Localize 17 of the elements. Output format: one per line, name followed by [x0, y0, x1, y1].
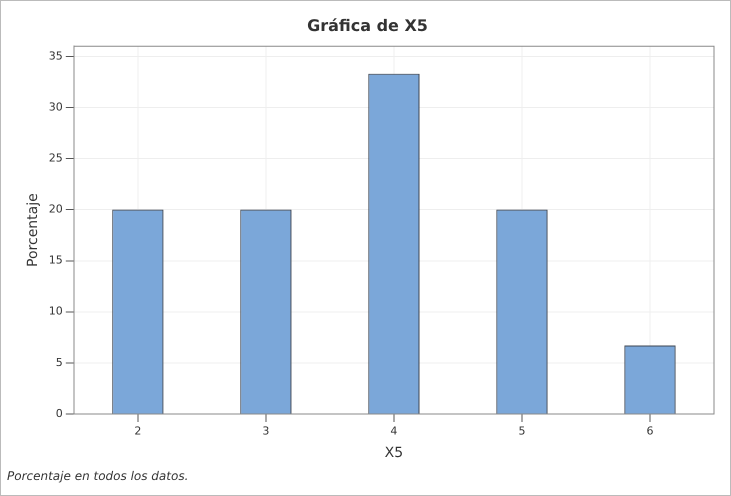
x-tick-label: 5 [518, 424, 526, 438]
text: Porcentaje en todos los datos. [7, 469, 188, 483]
y-tick-label: 5 [56, 356, 63, 369]
y-tick-label: 15 [48, 254, 63, 267]
y-axis-title: Porcentaje [25, 193, 42, 267]
chart-title: Gráfica de X5 [307, 16, 428, 35]
x-axis-title: X5 [384, 445, 404, 462]
x-tick-label: 3 [262, 424, 270, 438]
y-tick-label: 25 [48, 151, 63, 164]
x-tick-label: 6 [646, 424, 654, 438]
y-tick-label: 30 [48, 100, 63, 114]
y-tick-label: 10 [48, 304, 63, 318]
y-tick-label: 0 [56, 406, 63, 420]
y-tick-label: 35 [48, 49, 63, 62]
x-tick-label: 2 [134, 424, 142, 438]
y-tick-label: 20 [48, 202, 63, 216]
x-tick-label: 4 [390, 424, 398, 438]
